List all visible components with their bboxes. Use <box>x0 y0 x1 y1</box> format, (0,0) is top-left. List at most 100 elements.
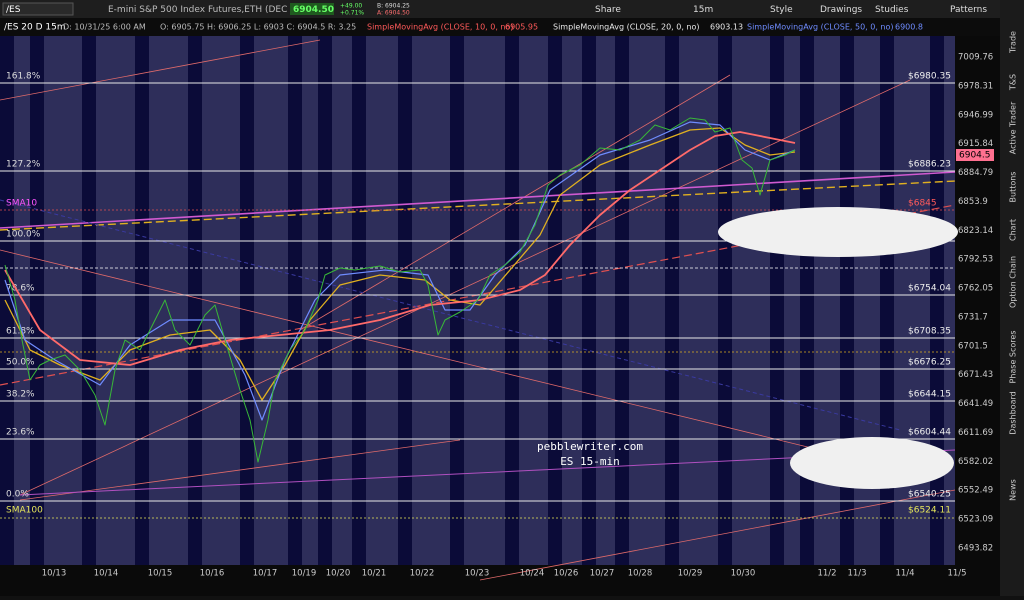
night-band <box>880 36 894 565</box>
last-box <box>290 3 334 15</box>
date-axis <box>0 565 1000 596</box>
date-tick-label: 10/26 <box>554 569 579 579</box>
night-band <box>82 36 96 565</box>
fib-label: 78.6% <box>6 284 35 294</box>
price-series <box>4 117 796 463</box>
watermark: pebblewriter.com <box>537 440 643 453</box>
yellow-trendline <box>0 180 956 231</box>
fib-price: $6644.15 <box>908 390 951 400</box>
side-tab[interactable]: Buttons <box>1009 172 1018 203</box>
toolbar <box>0 0 1000 18</box>
symbol-input[interactable] <box>2 2 74 16</box>
toolbar-button[interactable]: Drawings <box>820 5 862 15</box>
overlay-ellipse <box>718 207 958 257</box>
fib-price: $6754.04 <box>908 284 951 294</box>
date-tick-label: 10/27 <box>590 569 615 579</box>
side-tab[interactable]: Phase Scores <box>1009 330 1018 383</box>
trendline <box>19 439 461 501</box>
night-band <box>840 36 854 565</box>
price-tick-label: 6884.79 <box>958 168 993 178</box>
night-band <box>770 36 784 565</box>
sma10 <box>4 121 796 421</box>
fib-label: 0.0% <box>6 490 29 500</box>
study-name: SimpleMovingAvg (CLOSE, 20, 0, no) <box>553 23 700 32</box>
date-tick-label: 10/19 <box>292 569 317 579</box>
night-band <box>505 36 519 565</box>
price-line <box>4 117 796 463</box>
sma50 <box>4 131 796 366</box>
night-band <box>548 36 562 565</box>
trendline <box>0 249 821 451</box>
trendline <box>0 199 901 431</box>
date-tick-label: 10/13 <box>42 569 67 579</box>
night-band <box>240 36 254 565</box>
date-tick-label: 11/4 <box>895 569 914 579</box>
session-bands <box>0 36 955 565</box>
change-pct: +0.71% <box>340 10 364 17</box>
fib-price: $6540.25 <box>908 490 951 500</box>
date-tick-label: 10/24 <box>520 569 545 579</box>
side-tab[interactable]: News <box>1009 479 1018 501</box>
toolbar-button[interactable]: Patterns <box>950 5 987 15</box>
trendline <box>0 39 321 101</box>
night-band <box>665 36 679 565</box>
side-tab[interactable]: Option Chain <box>1009 256 1018 308</box>
night-band <box>930 36 944 565</box>
ask: A: 6904.50 <box>377 10 410 17</box>
current-price: 6904.5 <box>959 151 991 161</box>
date-tick-label: 10/14 <box>94 569 119 579</box>
date-tick-label: 10/17 <box>253 569 278 579</box>
price-tick-label: 6671.43 <box>958 370 993 380</box>
night-band <box>30 36 44 565</box>
study-value: 6903.13 <box>710 23 743 32</box>
ma-price: $6524.11 <box>908 506 951 516</box>
night-band <box>318 36 332 565</box>
date-tick-label: 11/5 <box>947 569 966 579</box>
price-tick-label: 6493.82 <box>958 543 993 553</box>
price-tick-label: 6611.69 <box>958 428 993 438</box>
night-band <box>582 36 596 565</box>
overlay-ellipse <box>790 437 954 489</box>
date-tick-label: 10/22 <box>410 569 435 579</box>
price-tick-label: 6978.31 <box>958 81 993 91</box>
study-value: 6905.95 <box>505 23 538 32</box>
side-tab[interactable]: Chart <box>1009 219 1018 241</box>
side-tab[interactable]: Active Trader <box>1009 101 1018 154</box>
chart-id: /ES 20 D 15m <box>4 23 66 33</box>
night-band <box>450 36 464 565</box>
trendline <box>479 489 956 581</box>
side-tab[interactable]: Trade <box>1009 31 1018 54</box>
bid: B: 6904.25 <box>377 3 410 10</box>
fib-label: 23.6% <box>6 428 35 438</box>
toolbar-button[interactable]: Studies <box>875 5 909 15</box>
night-band <box>288 36 302 565</box>
night-band <box>615 36 629 565</box>
side-tab[interactable]: Dashboard <box>1009 391 1018 434</box>
symbol: /ES <box>6 5 21 15</box>
date-tick-label: 10/16 <box>200 569 225 579</box>
night-band <box>800 36 814 565</box>
toolbar-button[interactable]: 15m <box>693 5 713 15</box>
date-tick-label: 10/21 <box>362 569 387 579</box>
toolbar-button[interactable]: Style <box>770 5 793 15</box>
study-name: SimpleMovingAvg (CLOSE, 50, 0, no) <box>747 23 894 32</box>
description: E-mini S&P 500 Index Futures,ETH (DEC 25… <box>108 5 305 15</box>
fib-label: 100.0% <box>6 230 41 240</box>
date-tick-label: 10/20 <box>326 569 351 579</box>
price-tick-label: 6582.02 <box>958 457 993 467</box>
night-band <box>0 36 14 565</box>
bar-date: D: 10/31/25 6:00 AM <box>63 23 146 32</box>
side-panel <box>1000 0 1024 596</box>
price-tick-label: 6915.84 <box>958 139 993 149</box>
price-tick-label: 6946.99 <box>958 110 993 120</box>
change: +49.00 <box>340 3 362 10</box>
price-tick-label: 6823.14 <box>958 226 993 236</box>
ohlc: O: 6905.75 H: 6906.25 L: 6903 C: 6904.5 … <box>160 23 356 32</box>
toolbar-button[interactable]: Share <box>595 5 621 15</box>
date-tick-label: 10/28 <box>628 569 653 579</box>
date-tick-label: 10/23 <box>465 569 490 579</box>
side-tab[interactable]: T&S <box>1009 74 1018 91</box>
study-value: 6900.8 <box>895 23 923 32</box>
price-tick-label: 6701.5 <box>958 341 988 351</box>
